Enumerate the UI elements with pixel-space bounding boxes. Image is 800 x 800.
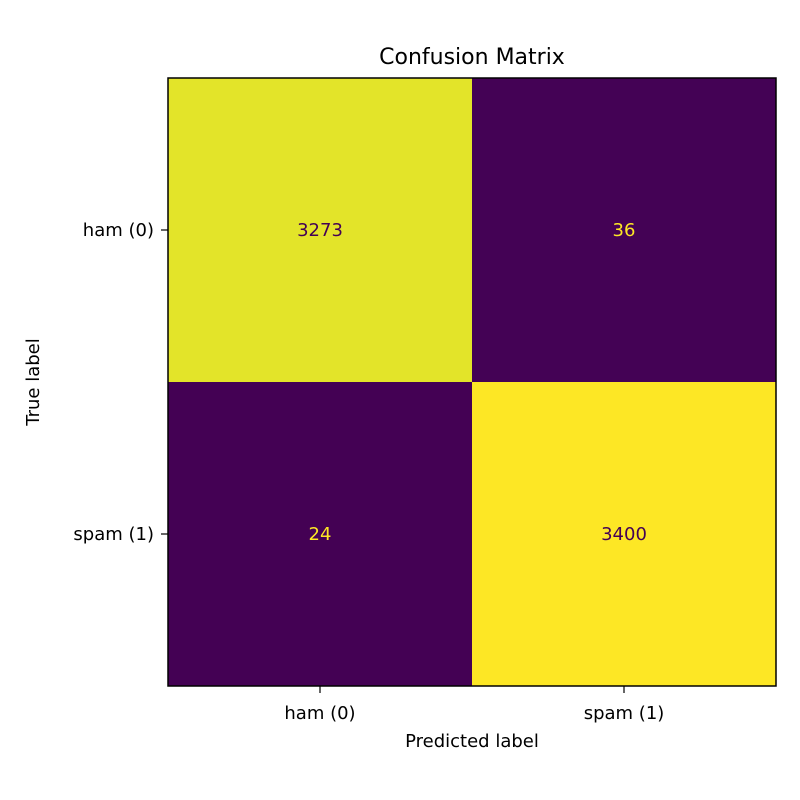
matrix-cell-r0-c1 [472,78,776,382]
y-tick-label: ham (0) [83,220,154,241]
x-axis-ticks: ham (0) spam (1) [284,686,664,724]
matrix-cell-value-r0-c0: 3273 [297,220,343,241]
matrix-cell-value-r1-c1: 3400 [601,524,647,545]
matrix-cell-r1-c0 [168,382,472,686]
matrix-cell-r0-c0 [168,78,472,382]
heatmap-cells: 3273 36 24 3400 [168,78,776,686]
matrix-cell-value-r1-c0: 24 [309,524,332,545]
x-tick-label: spam (1) [584,703,665,724]
chart-title: Confusion Matrix [379,45,565,70]
matrix-cell-value-r0-c1: 36 [613,220,636,241]
y-axis-label: True label [23,338,44,427]
matrix-cell-r1-c1 [472,382,776,686]
y-tick-label: spam (1) [73,524,154,545]
plot-frame [167,77,777,687]
x-tick-label: ham (0) [284,703,355,724]
y-axis-ticks: ham (0) spam (1) [73,220,168,545]
x-axis-label: Predicted label [405,731,539,752]
